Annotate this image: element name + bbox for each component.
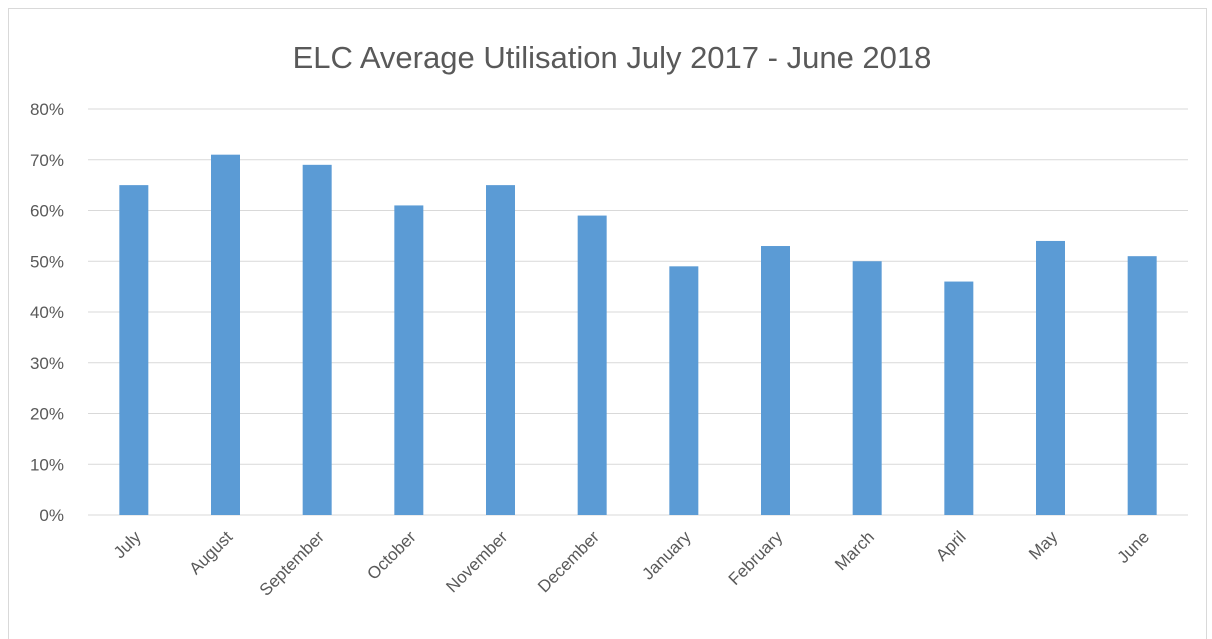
bar-november	[486, 185, 515, 515]
bar-august	[211, 154, 240, 516]
y-axis-ticks: 0% 10% 20% 30% 40% 50% 60% 70% 80%	[30, 100, 64, 525]
x-axis-labels: July August September October November Decemb…	[110, 527, 1153, 600]
y-tick-label: 10%	[30, 455, 64, 474]
x-tick-label: November	[442, 527, 511, 596]
y-tick-label: 20%	[30, 405, 64, 424]
gridlines	[88, 108, 1188, 516]
x-tick-label: September	[256, 527, 328, 599]
y-tick-label: 0%	[39, 506, 64, 525]
x-tick-label: February	[725, 527, 787, 589]
bar-may	[1036, 240, 1065, 515]
bar-december	[577, 215, 607, 515]
x-tick-label: March	[831, 527, 878, 574]
y-tick-label: 80%	[30, 100, 64, 119]
bar-january	[669, 266, 699, 515]
bar-october	[394, 205, 424, 516]
chart-title: ELC Average Utilisation July 2017 - June…	[293, 40, 932, 75]
x-tick-label: June	[1113, 527, 1153, 567]
x-tick-label: May	[1025, 527, 1061, 563]
bar-june	[1127, 256, 1157, 515]
y-tick-label: 60%	[30, 202, 64, 221]
x-tick-label: April	[932, 527, 969, 564]
chart-frame	[8, 8, 1207, 639]
bar-april	[944, 281, 974, 515]
bar-september	[302, 164, 332, 515]
x-tick-label: January	[638, 527, 695, 584]
y-tick-label: 70%	[30, 151, 64, 170]
y-tick-label: 40%	[30, 303, 64, 322]
bars	[119, 154, 1157, 516]
bar-february	[761, 246, 790, 515]
x-tick-label: December	[534, 527, 603, 596]
y-tick-label: 50%	[30, 252, 64, 271]
x-tick-label: August	[185, 527, 236, 578]
y-tick-label: 30%	[30, 354, 64, 373]
bar-march	[852, 261, 882, 515]
x-tick-label: October	[363, 527, 419, 583]
bar-july	[119, 185, 149, 515]
x-tick-label: July	[110, 527, 145, 562]
